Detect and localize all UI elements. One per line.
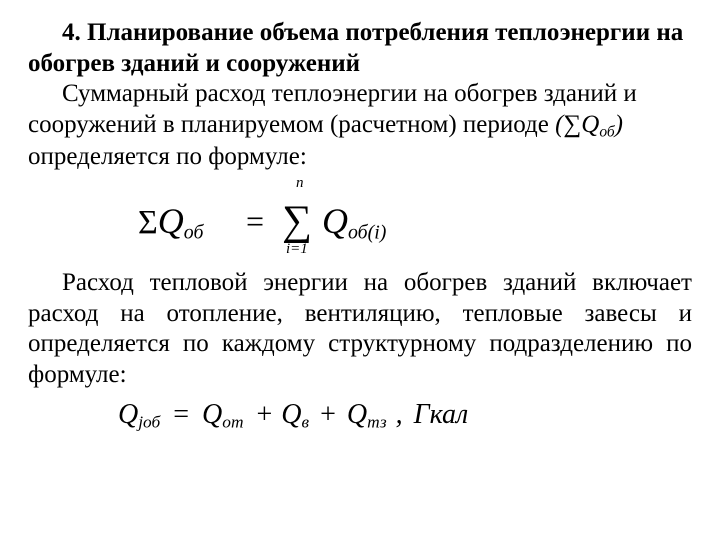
- f1-sum-bottom: i=1: [286, 240, 308, 258]
- formula-Qjob: Qjоб = Qот + Qв + Qтз , Гкал: [118, 398, 692, 433]
- f2-Qot-sub: от: [222, 413, 243, 432]
- f2-Qtz-sub: тз: [367, 413, 387, 432]
- f2-plus2: +: [316, 399, 340, 430]
- section-heading: 4. Планирование объема потребления тепло…: [28, 18, 692, 79]
- f2-plus1: +: [251, 399, 275, 430]
- f1-lhs-Q: Q: [158, 201, 184, 241]
- f2-Qv: Q: [281, 399, 301, 430]
- para1-sigma: ∑: [563, 111, 581, 138]
- f1-rhs-sub: об(i): [348, 222, 386, 244]
- para1-close: ): [615, 111, 623, 138]
- f1-equals: =: [246, 202, 264, 241]
- f1-lhs-sigma: Σ: [138, 204, 158, 241]
- para1-Q: Q: [581, 111, 599, 138]
- f2-Qot: Q: [202, 399, 222, 430]
- f2-Qj-sub: jоб: [138, 413, 160, 432]
- f2-Qj: Q: [118, 399, 138, 430]
- f2-unit: Гкал: [414, 399, 469, 430]
- f2-Qtz: Q: [347, 399, 367, 430]
- f1-rhs-Q: Q: [322, 201, 348, 241]
- f2-comma: ,: [394, 399, 407, 430]
- para1-Qsub: об: [599, 123, 614, 140]
- para1-prefix: Суммарный расход теплоэнергии на обогрев…: [28, 80, 637, 138]
- f1-sum-top: n: [296, 174, 304, 192]
- intro-paragraph: Суммарный расход теплоэнергии на обогрев…: [28, 79, 692, 172]
- f1-lhs-sub: об: [184, 222, 204, 244]
- formula-sum-Qob: ΣQоб = n ∑ i=1 Qоб(i): [138, 178, 692, 264]
- f2-Qv-sub: в: [302, 413, 310, 432]
- explanation-paragraph: Расход тепловой энергии на обогрев здани…: [28, 268, 692, 390]
- f2-eq: =: [167, 399, 195, 430]
- para1-suffix: определяется по формуле:: [28, 143, 307, 170]
